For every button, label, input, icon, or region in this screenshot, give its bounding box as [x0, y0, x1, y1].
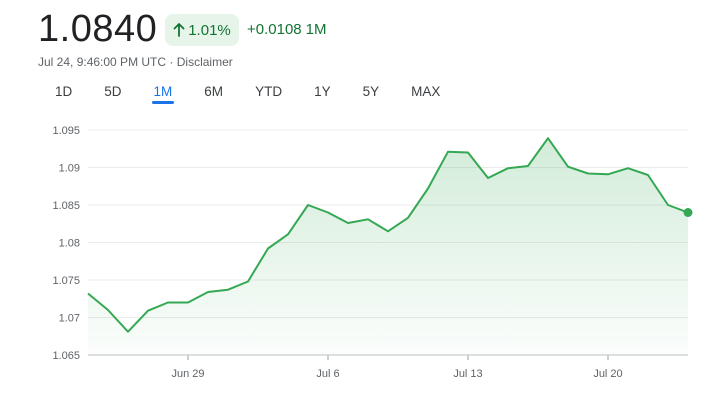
data-point — [505, 165, 511, 171]
change-percent-chip: 1.01% — [165, 14, 239, 46]
data-point — [145, 308, 151, 314]
data-point — [85, 291, 91, 297]
last-price-marker — [683, 208, 693, 217]
data-point — [285, 231, 291, 237]
y-tick-label: 1.07 — [59, 313, 80, 325]
tab-5d[interactable]: 5D — [104, 84, 122, 99]
y-tick-label: 1.075 — [52, 275, 80, 287]
timestamp-row: Jul 24, 9:46:00 PM UTC · Disclaimer — [38, 55, 233, 69]
data-point — [605, 171, 611, 177]
data-point — [585, 171, 591, 177]
data-point — [185, 300, 191, 306]
y-tick-label: 1.09 — [59, 163, 80, 175]
change-period: 1M — [305, 21, 327, 38]
price-area — [88, 138, 688, 355]
separator: · — [166, 55, 177, 69]
data-point — [205, 289, 211, 295]
arrow-up-icon — [173, 23, 185, 37]
disclaimer-link[interactable]: Disclaimer — [176, 55, 233, 69]
data-point — [165, 300, 171, 306]
x-tick-label: Jul 13 — [453, 368, 482, 380]
current-price: 1.0840 — [38, 8, 158, 50]
price-line — [87, 137, 689, 333]
data-point — [325, 210, 331, 216]
data-point — [305, 202, 311, 208]
y-tick-label: 1.08 — [59, 238, 80, 250]
tab-5y[interactable]: 5Y — [362, 84, 380, 99]
tab-1d[interactable]: 1D — [55, 84, 73, 99]
data-point — [645, 172, 651, 178]
y-tick-label: 1.085 — [52, 200, 80, 212]
data-point — [565, 164, 571, 170]
data-point — [665, 202, 671, 208]
range-tabs: 1D 5D 1M 6M YTD 1Y 5Y MAX — [46, 83, 463, 105]
data-point — [425, 186, 431, 192]
data-point — [405, 215, 411, 221]
y-tick-label: 1.095 — [52, 125, 80, 137]
y-tick-label: 1.065 — [52, 350, 80, 362]
x-tick-label: Jul 20 — [593, 368, 622, 380]
tab-1y[interactable]: 1Y — [314, 84, 331, 99]
data-point — [265, 246, 271, 252]
data-point — [345, 220, 351, 226]
data-point — [485, 175, 491, 181]
data-point — [125, 329, 131, 335]
data-point — [245, 279, 251, 285]
change-value: +0.0108 — [247, 21, 302, 38]
tab-max[interactable]: MAX — [411, 84, 441, 99]
data-point — [105, 307, 111, 313]
tab-ytd[interactable]: YTD — [255, 84, 283, 99]
change-percent: 1.01% — [188, 21, 231, 39]
tab-6m[interactable]: 6M — [204, 84, 224, 99]
data-point — [465, 150, 471, 156]
change-value-row: +0.0108 1M — [247, 21, 330, 38]
x-tick-label: Jun 29 — [171, 368, 204, 380]
data-point — [225, 287, 231, 293]
timestamp: Jul 24, 9:46:00 PM UTC — [38, 55, 167, 69]
data-point — [385, 228, 391, 234]
data-point — [545, 135, 551, 141]
tab-1m[interactable]: 1M — [145, 83, 182, 105]
data-point — [445, 149, 451, 155]
x-tick-label: Jul 6 — [316, 368, 339, 380]
data-point — [525, 163, 531, 169]
data-point — [365, 216, 371, 222]
data-point — [625, 165, 631, 171]
